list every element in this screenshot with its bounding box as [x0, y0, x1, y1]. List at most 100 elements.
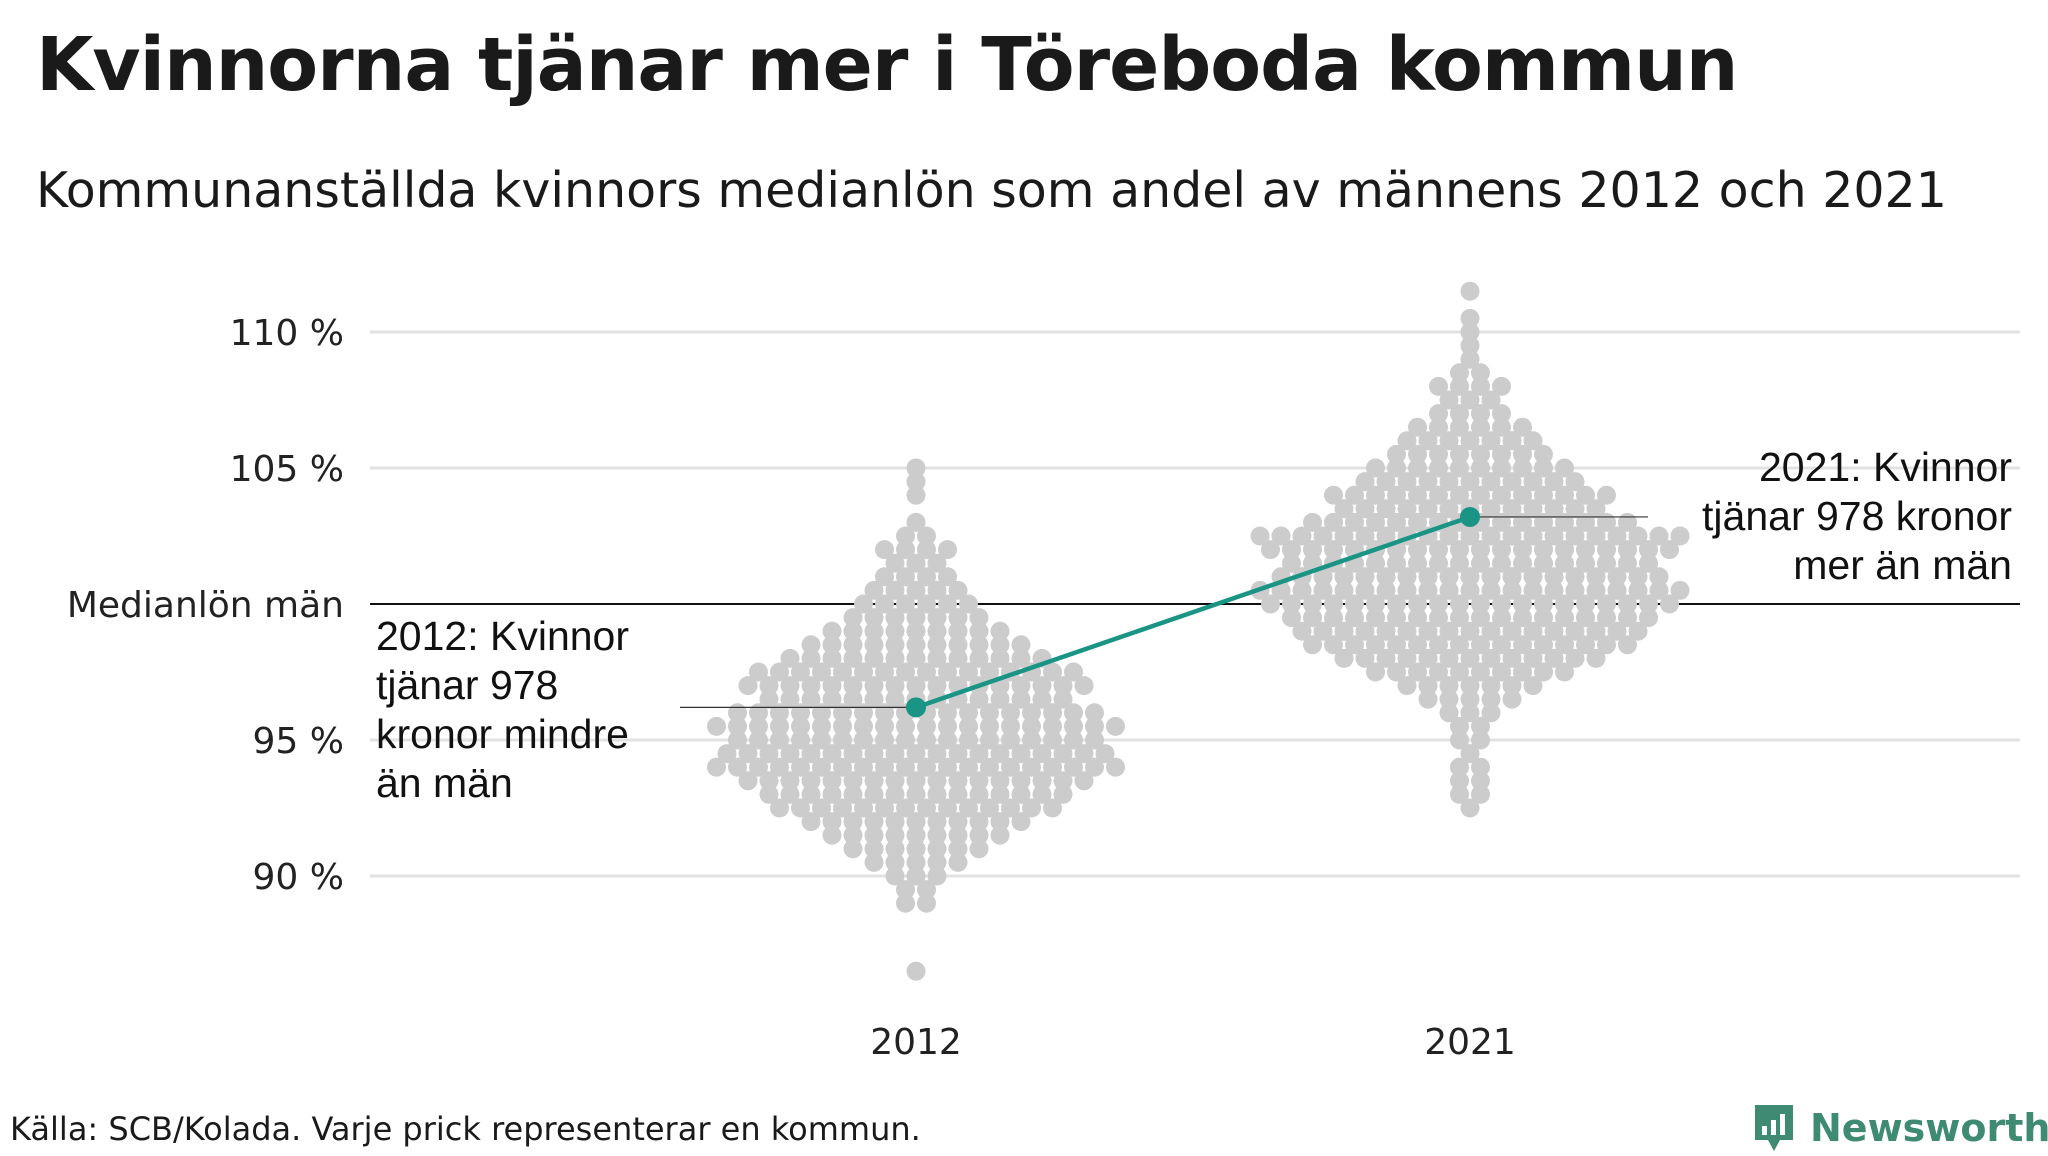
municipality-dot — [1064, 662, 1083, 682]
municipality-dot — [864, 635, 884, 655]
municipality-dot — [843, 744, 863, 764]
municipality-dot — [1418, 689, 1438, 709]
municipality-dot — [1387, 458, 1406, 478]
municipality-dot — [1450, 540, 1469, 560]
municipality-dot — [1460, 322, 1480, 342]
y-tick-label: Medianlön män — [67, 585, 344, 626]
municipality-dot — [1418, 431, 1438, 451]
municipality-dot — [1011, 812, 1031, 832]
municipality-dot — [801, 744, 821, 764]
municipality-dot — [1366, 662, 1385, 682]
municipality-dot — [1261, 594, 1280, 614]
municipality-dot — [1597, 553, 1616, 573]
annotation-2012: 2012: Kvinnor tjänar 978 kronor mindre än m… — [376, 613, 629, 806]
municipality-dot — [717, 744, 737, 764]
municipality-dot — [906, 580, 926, 600]
municipality-dot — [1513, 417, 1532, 437]
municipality-dot — [1324, 512, 1343, 532]
municipality-dot — [875, 798, 894, 818]
municipality-dot — [969, 648, 989, 668]
municipality-dot — [906, 608, 926, 628]
municipality-dot — [1292, 621, 1312, 641]
municipality-dot — [843, 635, 863, 655]
municipality-dot — [738, 771, 758, 791]
municipality-dot — [896, 540, 915, 560]
municipality-dot — [875, 540, 894, 560]
municipality-dot — [1660, 540, 1679, 560]
municipality-dot — [959, 662, 978, 682]
municipality-dot — [843, 648, 863, 668]
municipality-dot — [927, 784, 947, 804]
municipality-dot — [864, 744, 884, 764]
municipality-dot — [969, 784, 989, 804]
municipality-dot — [896, 716, 915, 736]
municipality-dot — [917, 730, 936, 750]
municipality-dot — [1313, 567, 1333, 587]
municipality-dot — [1481, 567, 1501, 587]
highlight-point-2021 — [1460, 506, 1480, 527]
municipality-dot — [843, 771, 863, 791]
municipality-dot — [1450, 553, 1469, 573]
municipality-dot — [1418, 580, 1438, 600]
municipality-dot — [875, 703, 894, 723]
municipality-dot — [1471, 444, 1490, 464]
municipality-dot — [1607, 567, 1627, 587]
municipality-dot — [1001, 730, 1020, 750]
municipality-dot — [1492, 376, 1511, 396]
municipality-dot — [1450, 635, 1469, 655]
municipality-dot — [1576, 485, 1595, 505]
municipality-dot — [980, 703, 999, 723]
municipality-dot — [875, 567, 894, 587]
municipality-dot — [1618, 540, 1637, 560]
municipality-dot — [969, 812, 989, 832]
municipality-dot — [927, 771, 947, 791]
municipality-dot — [770, 716, 789, 736]
municipality-dot — [1555, 635, 1574, 655]
municipality-dot — [959, 757, 978, 777]
municipality-dot — [875, 662, 894, 682]
municipality-dot — [1502, 580, 1522, 600]
municipality-dot — [1387, 662, 1406, 682]
municipality-dot — [1408, 458, 1427, 478]
municipality-dot — [1660, 594, 1679, 614]
municipality-dot — [1450, 594, 1469, 614]
municipality-dot — [1366, 594, 1385, 614]
municipality-dot — [801, 635, 821, 655]
municipality-dot — [906, 458, 926, 478]
municipality-dot — [864, 839, 884, 859]
municipality-dot — [906, 852, 926, 872]
municipality-dot — [843, 621, 863, 641]
municipality-dot — [1534, 444, 1553, 464]
municipality-dot — [1439, 390, 1459, 410]
municipality-dot — [1450, 730, 1469, 750]
municipality-dot — [896, 662, 915, 682]
logo: Newsworthy — [1752, 1100, 2048, 1156]
municipality-dot — [1011, 689, 1031, 709]
municipality-dot — [948, 648, 968, 668]
municipality-dot — [1397, 648, 1417, 668]
municipality-dot — [990, 744, 1010, 764]
municipality-dot — [738, 676, 758, 696]
municipality-dot — [1366, 608, 1385, 628]
municipality-dot — [1460, 648, 1480, 668]
municipality-dot — [980, 730, 999, 750]
municipality-dot — [1513, 594, 1532, 614]
municipality-dot — [1481, 703, 1501, 723]
municipality-dot — [728, 730, 747, 750]
municipality-dot — [812, 757, 831, 777]
municipality-dot — [1555, 485, 1574, 505]
municipality-dot — [864, 825, 884, 845]
municipality-dot — [1397, 567, 1417, 587]
municipality-dot — [1586, 648, 1606, 668]
municipality-dot — [780, 689, 800, 709]
municipality-dot — [1481, 390, 1501, 410]
municipality-dot — [707, 757, 726, 777]
municipality-dot — [801, 676, 821, 696]
municipality-dot — [990, 771, 1010, 791]
municipality-dot — [1670, 580, 1690, 600]
municipality-dot — [833, 703, 852, 723]
municipality-dot — [1303, 635, 1322, 655]
municipality-dot — [980, 798, 999, 818]
municipality-dot — [906, 784, 926, 804]
municipality-dot — [1439, 472, 1459, 492]
